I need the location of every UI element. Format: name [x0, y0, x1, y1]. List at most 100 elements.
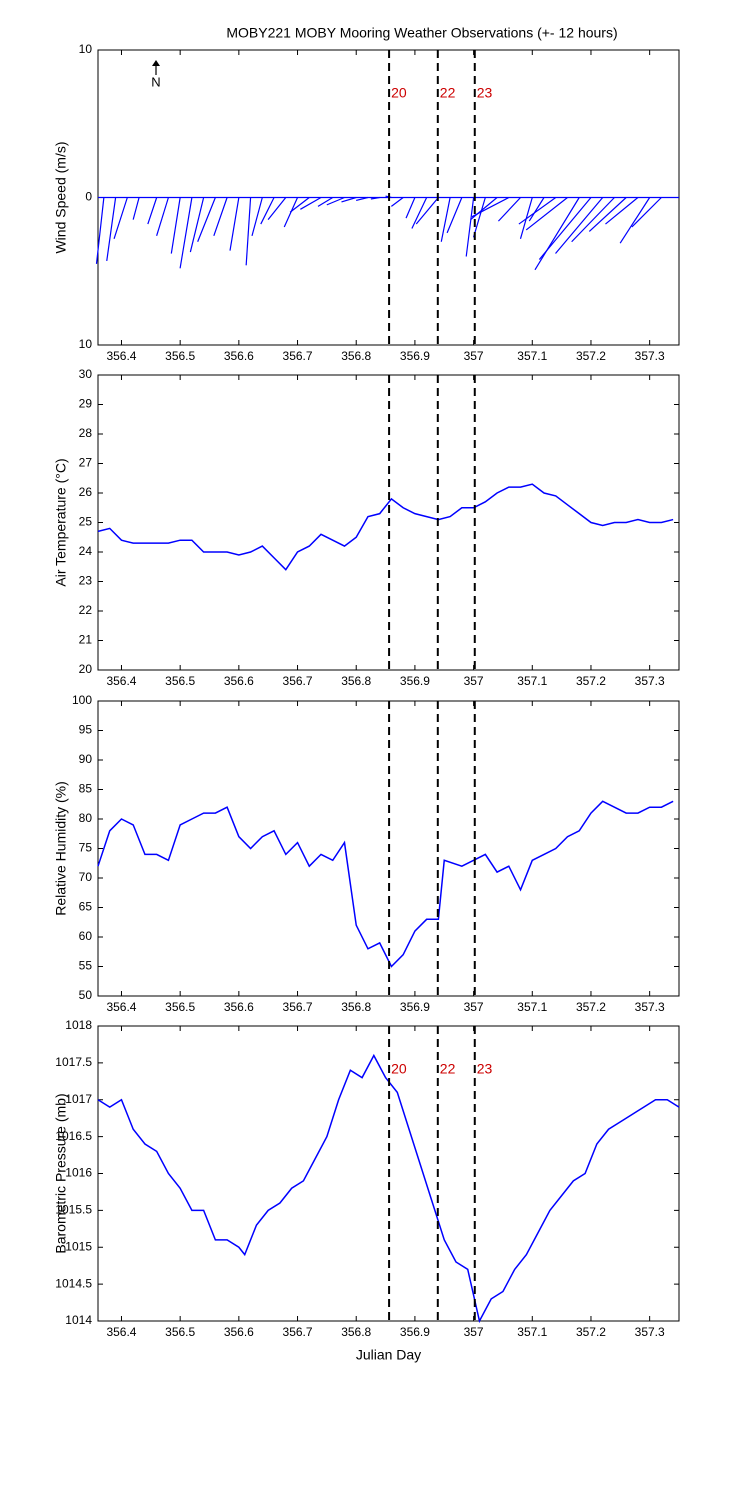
x-tick-label: 357.3 [635, 1000, 665, 1014]
wind-stick [440, 197, 451, 242]
x-tick-label: 356.4 [106, 1325, 136, 1339]
y-tick-label: 26 [79, 485, 93, 499]
x-tick-label: 356.8 [341, 674, 371, 688]
wind-stick [465, 197, 475, 257]
north-label: N [151, 74, 160, 89]
x-tick-label: 357.2 [576, 1000, 606, 1014]
marker-label: 22 [440, 1061, 456, 1077]
y-tick-label: 30 [79, 367, 93, 381]
wind-stick [189, 197, 205, 253]
x-tick-label: 356.6 [224, 674, 254, 688]
y-tick-label: 10 [79, 42, 93, 56]
wind-stick [631, 197, 662, 228]
wind-stick [245, 197, 252, 266]
wind-stick [405, 197, 416, 219]
y-tick-label: 55 [79, 959, 93, 973]
wind-stick [341, 196, 357, 203]
wind-stick [534, 197, 580, 271]
x-tick-label: 357.1 [517, 1000, 547, 1014]
wind-stick [229, 197, 240, 251]
y-tick-label: 65 [79, 900, 93, 914]
data-line [97, 1053, 680, 1324]
x-tick-label: 356.4 [106, 349, 136, 363]
x-tick-label: 356.5 [165, 349, 195, 363]
wind-stick [300, 196, 322, 210]
x-tick-label: 357.1 [517, 349, 547, 363]
y-tick-label: 21 [79, 633, 93, 647]
x-tick-label: 356.9 [400, 349, 430, 363]
marker-label: 22 [440, 85, 456, 101]
x-tick-label: 356.8 [341, 1000, 371, 1014]
wind-stick [605, 197, 639, 225]
x-tick-label: 357.2 [576, 349, 606, 363]
x-tick-label: 357.1 [517, 674, 547, 688]
wind-stick [113, 197, 128, 239]
x-tick-label: 356.7 [283, 674, 313, 688]
wind-stick [538, 197, 592, 260]
wind-stick [251, 197, 263, 237]
y-tick-label: 28 [79, 426, 93, 440]
y-tick-label: 85 [79, 782, 93, 796]
x-tick-label: 356.5 [165, 674, 195, 688]
x-tick-label: 356.5 [165, 1325, 195, 1339]
marker-label: 23 [477, 85, 493, 101]
y-tick-label: 25 [79, 515, 93, 529]
x-tick-label: 357.3 [635, 349, 665, 363]
wind-stick [411, 197, 428, 229]
y-tick-label: 20 [79, 662, 93, 676]
x-tick-label: 356.5 [165, 1000, 195, 1014]
x-axis-label: Julian Day [356, 1347, 421, 1363]
wind-stick [179, 197, 193, 269]
y-tick-label: 22 [79, 603, 93, 617]
wind-stick [472, 197, 486, 238]
x-tick-label: 356.4 [106, 674, 136, 688]
x-tick-label: 356.7 [283, 349, 313, 363]
wind-stick [326, 196, 345, 206]
wind-stick [156, 197, 169, 237]
wind-stick [106, 197, 117, 262]
wind-stick [446, 197, 463, 234]
y-tick-label: 1016 [65, 1166, 92, 1180]
wind-stick [619, 197, 651, 244]
x-tick-label: 357.3 [635, 674, 665, 688]
x-tick-label: 357 [464, 1000, 484, 1014]
y-tick-label: 27 [79, 456, 93, 470]
x-tick-label: 357 [464, 349, 484, 363]
y-tick-label: 50 [79, 988, 93, 1002]
y-tick-label: 1017.5 [55, 1055, 92, 1069]
x-tick-label: 357.1 [517, 1325, 547, 1339]
x-tick-label: 356.8 [341, 1325, 371, 1339]
marker-label: 23 [477, 1061, 493, 1077]
wind-stick [497, 197, 521, 222]
y-axis-label: Wind Speed (m/s) [53, 141, 69, 253]
y-tick-label: 1015.5 [55, 1203, 92, 1217]
wind-stick [317, 196, 334, 207]
y-axis-label: Barometric Pressure (mb) [53, 1093, 69, 1253]
wind-stick [391, 197, 404, 207]
wind-stick [267, 197, 287, 220]
y-axis-label: Air Temperature (°C) [53, 458, 69, 586]
wind-stick [197, 197, 216, 242]
x-tick-label: 356.9 [400, 674, 430, 688]
wind-stick [525, 197, 568, 231]
x-tick-label: 357 [464, 1325, 484, 1339]
x-tick-label: 356.9 [400, 1325, 430, 1339]
wind-stick [170, 197, 181, 254]
y-tick-label: 100 [72, 693, 92, 707]
x-tick-label: 357 [464, 674, 484, 688]
data-line [97, 800, 674, 968]
x-tick-label: 356.7 [283, 1325, 313, 1339]
x-tick-label: 356.4 [106, 1000, 136, 1014]
x-tick-label: 356.8 [341, 349, 371, 363]
y-tick-label: 0 [85, 190, 92, 204]
y-tick-label: 1015 [65, 1239, 92, 1253]
y-tick-label: 75 [79, 841, 93, 855]
x-tick-label: 356.6 [224, 1325, 254, 1339]
wind-stick [356, 196, 369, 202]
y-axis-label: Relative Humidity (%) [53, 781, 69, 916]
y-tick-label: 70 [79, 870, 93, 884]
wind-stick [147, 197, 158, 225]
marker-label: 20 [391, 85, 407, 101]
